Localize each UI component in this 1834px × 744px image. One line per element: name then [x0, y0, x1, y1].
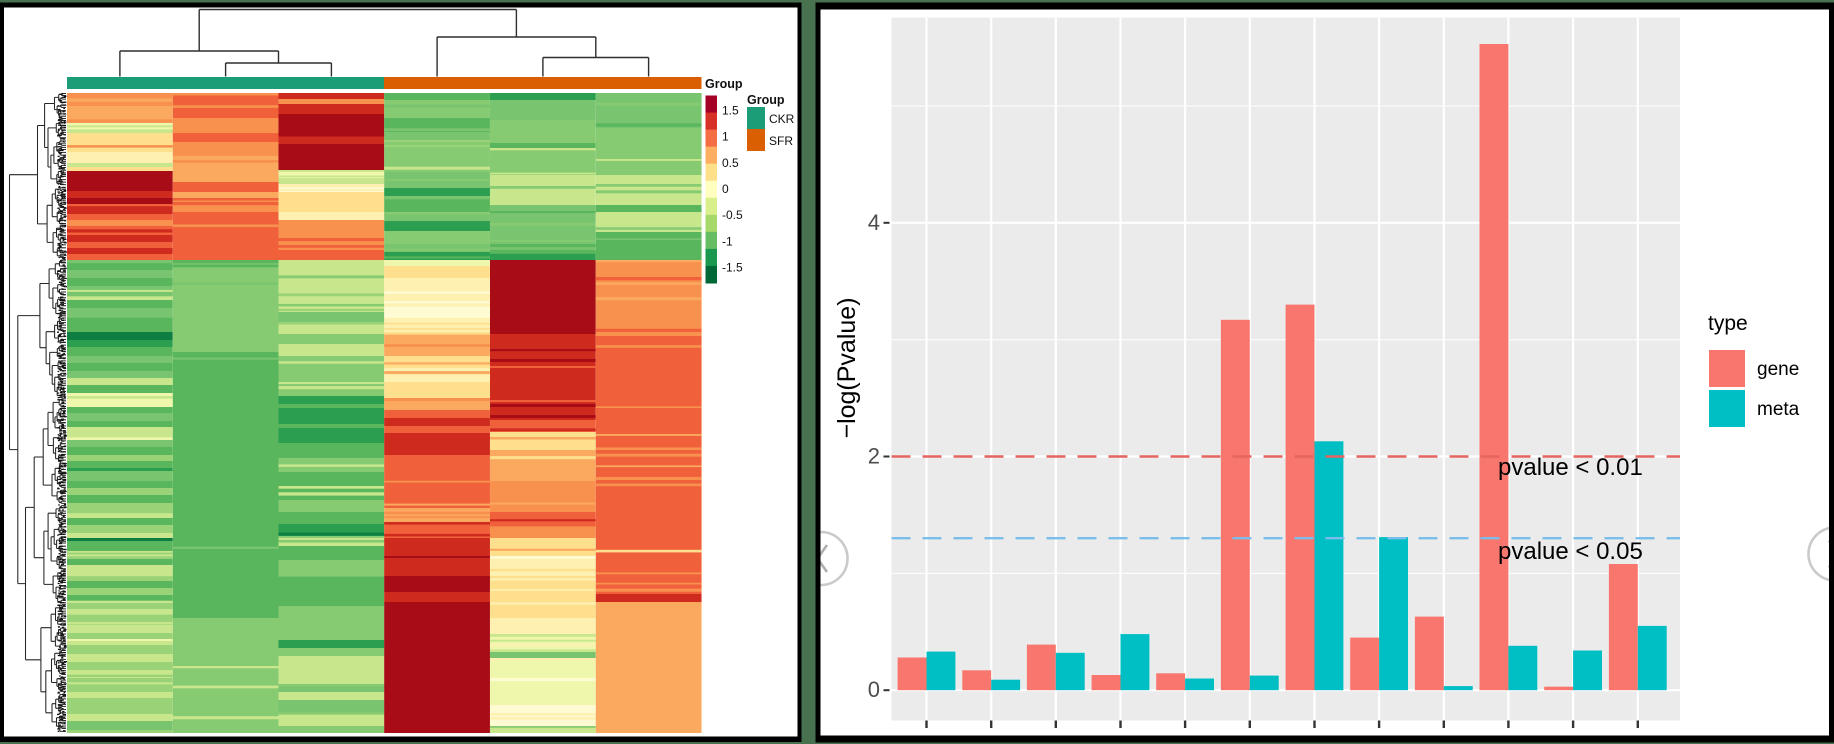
svg-text:1.5: 1.5 — [722, 104, 739, 118]
svg-text:pvalue < 0.01: pvalue < 0.01 — [1498, 454, 1643, 481]
svg-text:−log(Pvalue): −log(Pvalue) — [833, 297, 861, 438]
svg-text:2: 2 — [868, 444, 880, 469]
svg-text:4: 4 — [868, 210, 880, 235]
svg-text:-0.5: -0.5 — [722, 208, 743, 222]
svg-text:meta: meta — [1757, 399, 1800, 420]
svg-text:0: 0 — [868, 677, 880, 702]
svg-text:type: type — [1708, 312, 1748, 335]
svg-text:-1: -1 — [722, 234, 733, 248]
svg-text:pvalue < 0.05: pvalue < 0.05 — [1498, 538, 1643, 565]
svg-text:CKR: CKR — [769, 112, 795, 126]
svg-text:Group: Group — [747, 93, 785, 107]
svg-text:0.5: 0.5 — [722, 156, 739, 170]
svg-text:Group: Group — [705, 77, 743, 91]
svg-text:SFR: SFR — [769, 134, 793, 148]
svg-text:0: 0 — [722, 182, 729, 196]
svg-text:1: 1 — [722, 130, 729, 144]
svg-text:gene: gene — [1757, 359, 1799, 380]
svg-text:-1.5: -1.5 — [722, 261, 743, 275]
